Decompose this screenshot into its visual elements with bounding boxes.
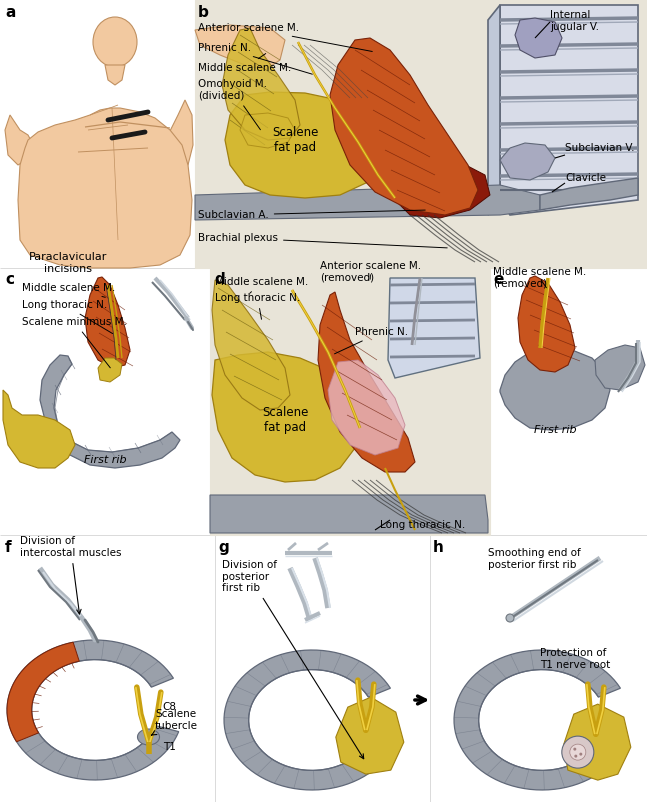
Text: Phrenic N.: Phrenic N. [334, 327, 408, 354]
Polygon shape [336, 697, 404, 774]
Text: Division of
posterior
first rib: Division of posterior first rib [222, 560, 364, 759]
Polygon shape [222, 28, 300, 140]
Polygon shape [515, 18, 562, 58]
Text: Subclavian A.: Subclavian A. [198, 210, 425, 220]
Text: Anterior scalene M.
(removed): Anterior scalene M. (removed) [320, 261, 421, 283]
Polygon shape [488, 5, 500, 215]
Text: a: a [5, 5, 16, 20]
Text: c: c [5, 272, 14, 287]
Text: Long thoracic N.: Long thoracic N. [215, 293, 300, 319]
Polygon shape [195, 25, 285, 70]
Text: Clavicle: Clavicle [565, 173, 606, 183]
Polygon shape [212, 280, 290, 410]
Text: Middle scalene M.: Middle scalene M. [215, 277, 308, 293]
Text: First rib: First rib [83, 455, 126, 465]
Text: Paraclavicular
incisions: Paraclavicular incisions [29, 252, 107, 273]
Polygon shape [500, 5, 638, 215]
Text: First rib: First rib [534, 425, 576, 435]
Polygon shape [564, 704, 631, 780]
Polygon shape [195, 0, 647, 268]
Polygon shape [210, 495, 488, 533]
Text: Internal
jugular V.: Internal jugular V. [550, 10, 599, 31]
Text: e: e [493, 272, 503, 287]
Text: Middle scalene M.
(removed): Middle scalene M. (removed) [493, 267, 586, 289]
Circle shape [562, 736, 594, 768]
Circle shape [579, 752, 582, 755]
Circle shape [570, 744, 586, 760]
Polygon shape [318, 292, 415, 472]
Text: Scalene
tubercle: Scalene tubercle [151, 709, 198, 735]
Ellipse shape [506, 614, 514, 622]
Text: Omohyoid M.
(divided): Omohyoid M. (divided) [198, 79, 267, 130]
Text: Scalene
fat pad: Scalene fat pad [262, 406, 308, 434]
Text: Scalene minimus M.: Scalene minimus M. [22, 317, 127, 368]
Polygon shape [7, 640, 179, 780]
Polygon shape [500, 143, 555, 180]
Text: Middle scalene M.: Middle scalene M. [22, 283, 115, 298]
Polygon shape [395, 160, 490, 218]
Polygon shape [388, 278, 480, 378]
Ellipse shape [93, 17, 137, 67]
Text: Division of
intercostal muscles: Division of intercostal muscles [20, 537, 122, 614]
Text: f: f [5, 540, 12, 555]
Text: Brachial plexus: Brachial plexus [198, 233, 447, 248]
Circle shape [573, 747, 576, 751]
Polygon shape [212, 352, 358, 482]
Polygon shape [330, 38, 478, 215]
Polygon shape [105, 65, 125, 85]
Text: h: h [433, 540, 444, 555]
Polygon shape [40, 355, 180, 468]
Text: Scalene
fat pad: Scalene fat pad [272, 126, 318, 154]
Polygon shape [3, 390, 75, 468]
Polygon shape [225, 92, 378, 198]
Polygon shape [5, 115, 35, 165]
Polygon shape [18, 108, 192, 268]
Polygon shape [240, 113, 295, 148]
Text: Protection of
T1 nerve root: Protection of T1 nerve root [540, 648, 610, 670]
Text: g: g [218, 540, 229, 555]
Text: Long thoracic N.: Long thoracic N. [380, 520, 465, 530]
Text: C8: C8 [163, 702, 177, 712]
Text: Long thoracic N.: Long thoracic N. [22, 300, 113, 334]
Polygon shape [7, 642, 79, 742]
Polygon shape [224, 650, 396, 790]
Text: b: b [198, 5, 209, 20]
Polygon shape [98, 358, 122, 382]
Polygon shape [210, 268, 490, 535]
Ellipse shape [138, 729, 160, 745]
Text: Middle scalene M.: Middle scalene M. [198, 54, 291, 73]
Text: T1: T1 [163, 742, 176, 752]
Text: Phrenic N.: Phrenic N. [198, 43, 313, 75]
Polygon shape [518, 276, 575, 372]
Polygon shape [328, 360, 405, 455]
Text: Subclavian V.: Subclavian V. [565, 143, 635, 153]
Polygon shape [165, 100, 193, 170]
Circle shape [575, 755, 577, 758]
Polygon shape [540, 178, 638, 210]
Polygon shape [195, 185, 540, 220]
Polygon shape [85, 277, 130, 368]
Polygon shape [454, 650, 626, 790]
Polygon shape [595, 345, 645, 390]
Text: Smoothing end of
posterior first rib: Smoothing end of posterior first rib [488, 548, 581, 569]
Text: d: d [214, 272, 225, 287]
Polygon shape [500, 348, 610, 430]
Text: Anterior scalene M.: Anterior scalene M. [198, 23, 372, 51]
